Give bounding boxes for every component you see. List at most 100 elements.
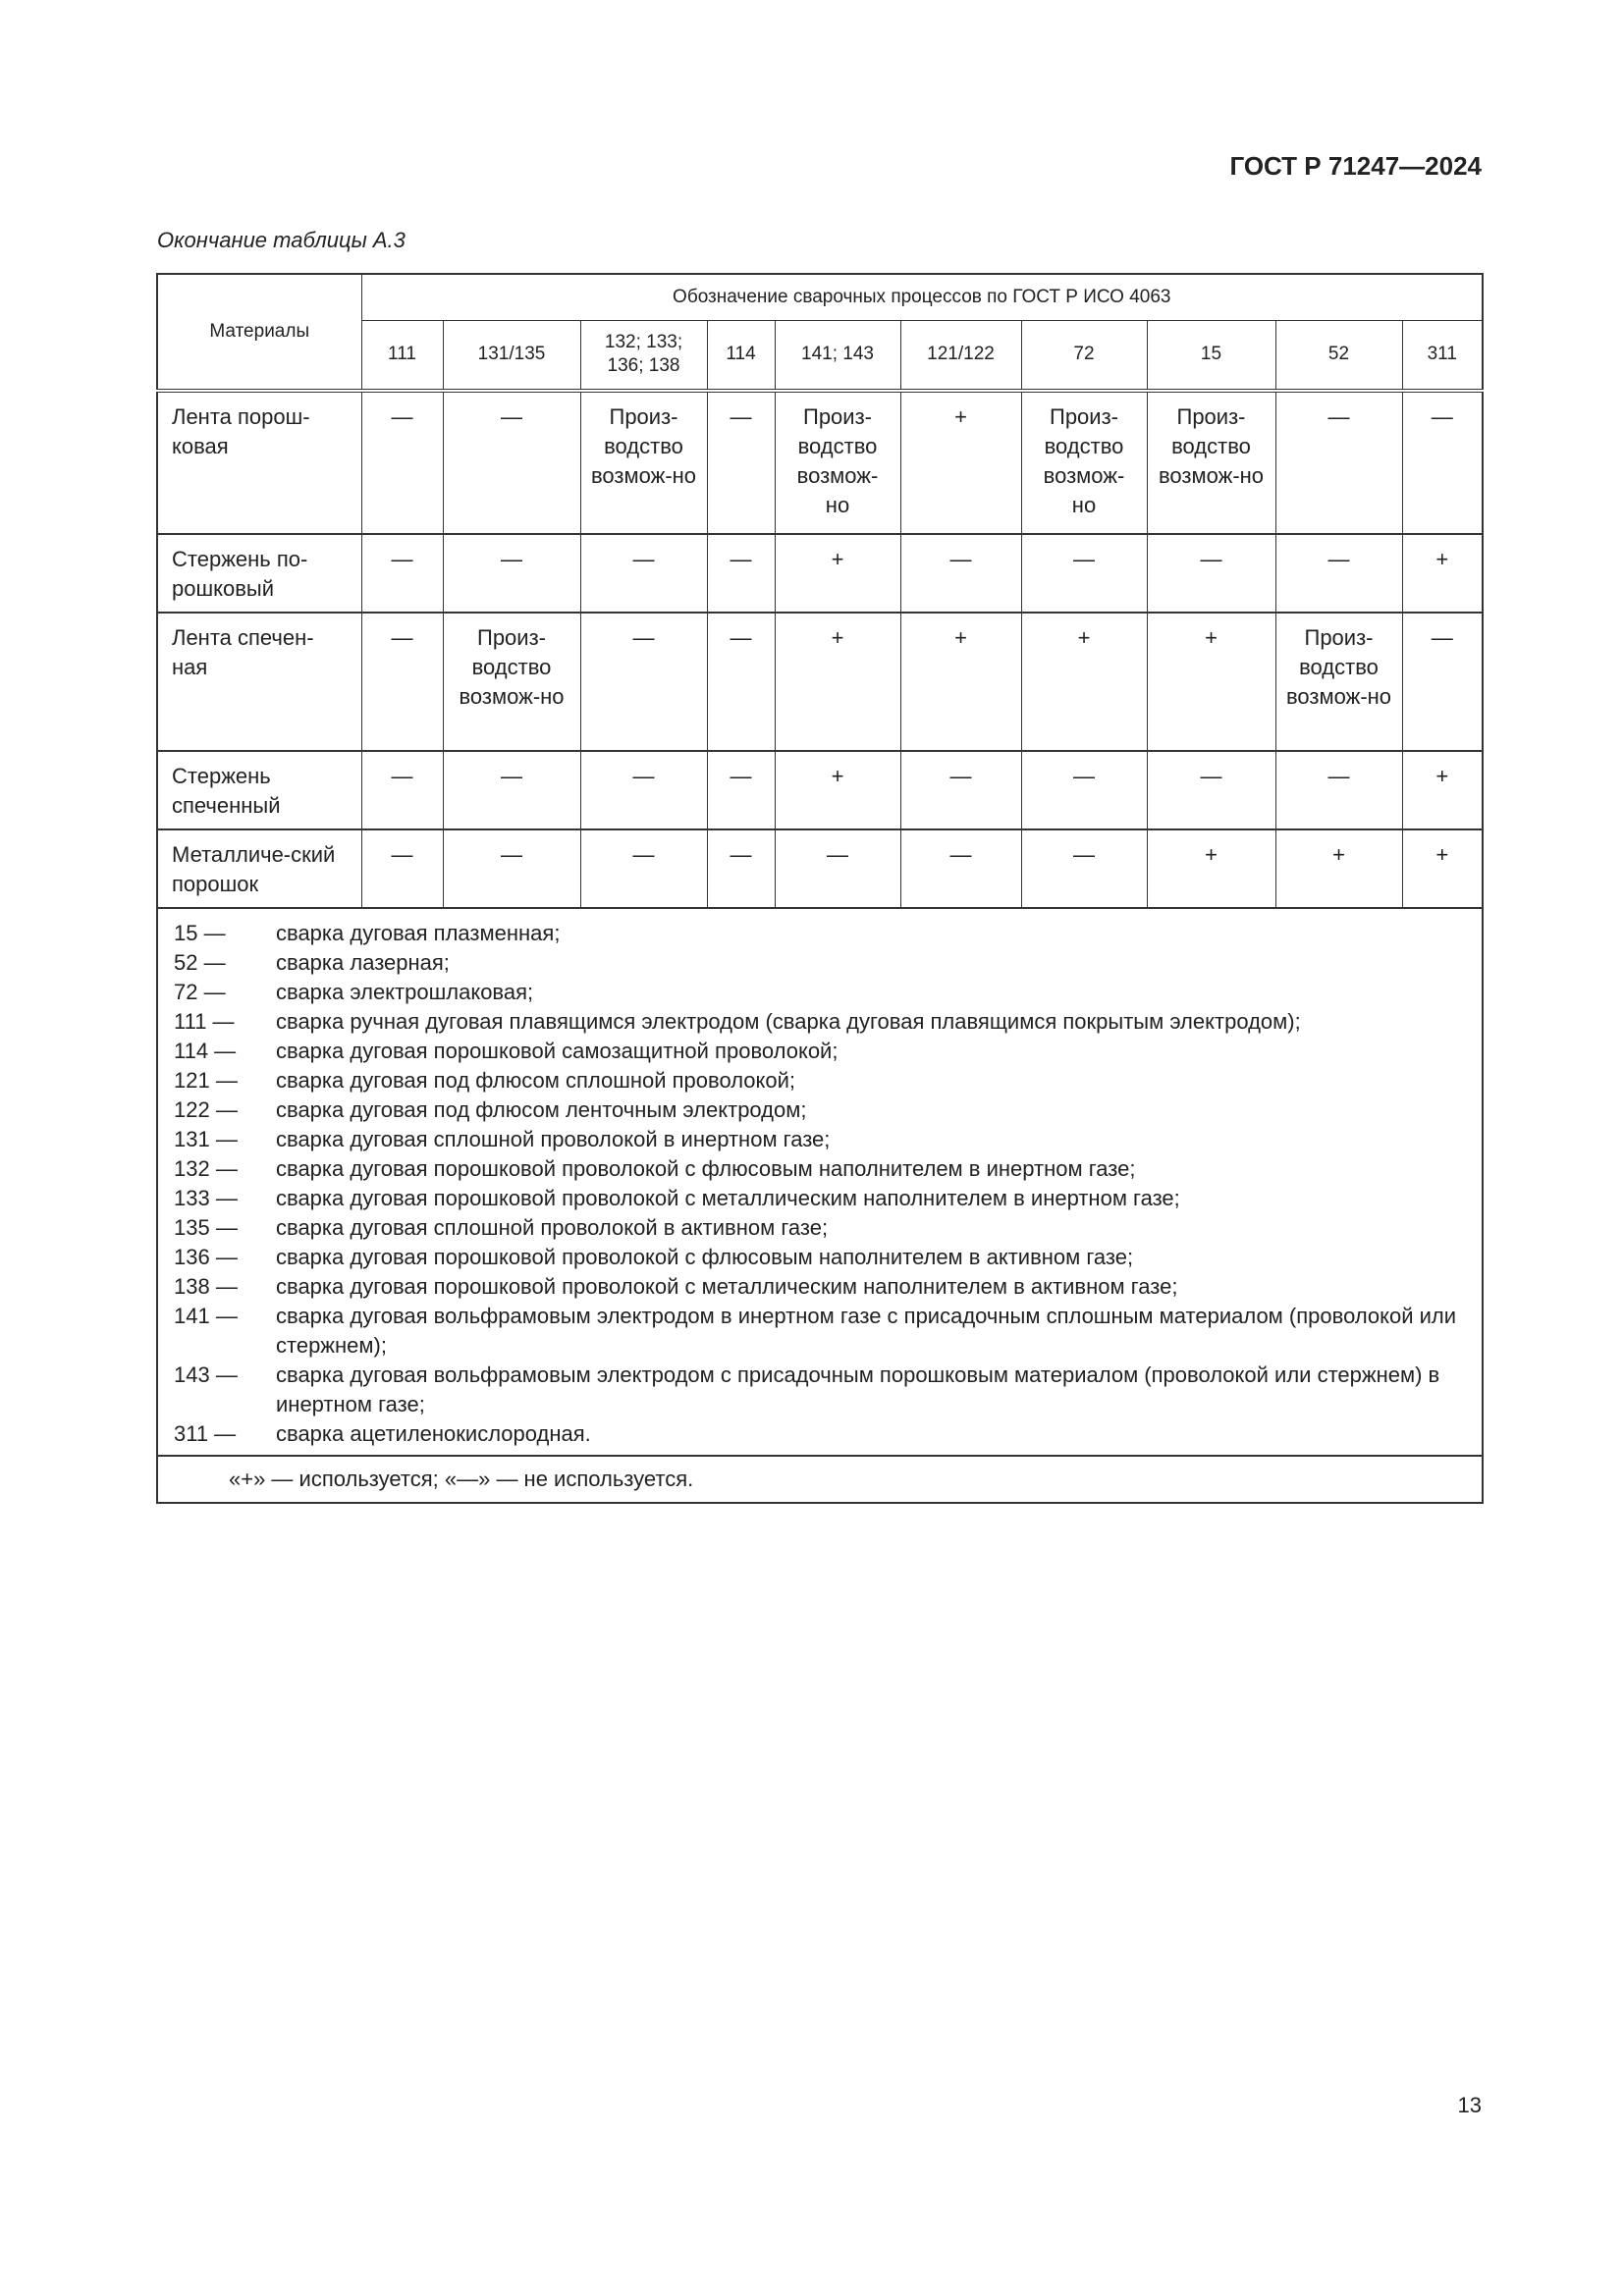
column-header: 114 [706,319,776,392]
note-item: 135 — сварка дуговая сплошной проволокой … [174,1213,1466,1243]
value-cell: — [360,612,444,752]
value-cell: — [774,828,901,909]
value-cell: — [706,612,776,752]
table-caption: Окончание таблицы А.3 [157,228,406,252]
value-cell: — [706,389,776,535]
note-item: 133 — сварка дуговая порошковой проволоко… [174,1184,1466,1213]
value-cell: — [1020,828,1148,909]
table-row: Металличе-ский порошок — — — — — — — + + + [156,828,1484,909]
material-cell: Металличе-ский порошок [156,828,362,909]
value-cell: — [579,828,708,909]
note-text: сварка дуговая вольфрамовым электродом с… [276,1362,1440,1416]
column-header: 111 [360,319,444,392]
value-cell: — [360,750,444,830]
legend-note: «+» — используется; «—» — не используетс… [156,1455,1484,1504]
note-item: 141 — сварка дуговая вольфрамовым электро… [174,1302,1466,1361]
column-header: 131/135 [442,319,581,392]
note-code: 111 — [174,1009,235,1034]
note-code: 141 — [174,1304,238,1328]
column-header: 121/122 [899,319,1022,392]
note-code: 52 — [174,950,226,975]
value-cell: Произ-водство возмож-но [1020,389,1148,535]
material-cell: Стержень по-рошковый [156,533,362,614]
value-cell: Произ-водство возмож-но [442,612,581,752]
note-text: сварка дуговая вольфрамовым электродом в… [276,1304,1457,1358]
value-cell: — [1020,533,1148,614]
value-cell: + [1401,828,1484,909]
value-cell: — [442,828,581,909]
value-cell: — [442,750,581,830]
column-header: 72 [1020,319,1148,392]
value-cell: + [1146,612,1276,752]
note-item: 311 — сварка ацетиленокислородная. [174,1419,1466,1449]
column-header: 132; 133; 136; 138 [579,319,708,392]
value-cell: + [1020,612,1148,752]
note-code: 138 — [174,1274,238,1299]
note-item: 114 — сварка дуговая порошковой самозащит… [174,1037,1466,1066]
note-text: сварка дуговая порошковой самозащитной п… [276,1039,839,1063]
note-code: 122 — [174,1097,238,1122]
note-item: 52 — сварка лазерная; [174,948,1466,978]
material-cell: Стержень спеченный [156,750,362,830]
value-cell: + [1274,828,1403,909]
note-item: 132 — сварка дуговая порошковой проволоко… [174,1154,1466,1184]
column-header: 15 [1146,319,1276,392]
page-number: 13 [1457,2093,1482,2117]
value-cell: — [899,533,1022,614]
process-notes: 15 — сварка дуговая плазменная; 52 — сварка… [156,907,1484,1457]
note-text: сварка дуговая сплошной проволокой в ине… [276,1127,831,1151]
value-cell: Произ-водство возмож-но [1274,612,1403,752]
table-row: Стержень спеченный — — — — + — — — — + [156,750,1484,830]
column-header: 52 [1274,319,1403,392]
note-text: сварка лазерная; [276,950,450,975]
note-item: 122 — сварка дуговая под флюсом ленточным… [174,1095,1466,1125]
note-code: 135 — [174,1215,238,1240]
note-item: 138 — сварка дуговая порошковой проволоко… [174,1272,1466,1302]
value-cell: — [706,828,776,909]
value-cell: — [579,612,708,752]
value-cell: + [899,389,1022,535]
note-code: 133 — [174,1186,238,1210]
value-cell: — [1401,612,1484,752]
value-cell: — [1020,750,1148,830]
value-cell: — [1146,750,1276,830]
value-cell: + [774,750,901,830]
note-text: сварка дуговая порошковой проволокой с ф… [276,1156,1136,1181]
note-code: 15 — [174,921,226,945]
note-item: 15 — сварка дуговая плазменная; [174,919,1466,948]
note-text: сварка ацетиленокислородная. [276,1421,591,1446]
value-cell: — [360,533,444,614]
value-cell: — [899,750,1022,830]
note-text: сварка дуговая сплошной проволокой в акт… [276,1215,829,1240]
column-header: 141; 143 [774,319,901,392]
value-cell: — [442,533,581,614]
value-cell: — [1274,389,1403,535]
note-code: 143 — [174,1362,238,1387]
value-cell: — [706,533,776,614]
materials-table: Материалы Обозначение сварочных процессо… [156,273,1485,1504]
value-cell: Произ-водство возмож-но [1146,389,1276,535]
document-code: ГОСТ Р 71247—2024 [1229,151,1482,181]
note-code: 121 — [174,1068,238,1093]
note-code: 114 — [174,1039,237,1063]
table-row: Лента порош-ковая — — Произ-водство возмож-… [156,389,1484,535]
note-code: 131 — [174,1127,238,1151]
note-code: 311 — [174,1421,237,1446]
table-row: Лента спечен-ная — Произ-водство возмож-но… [156,612,1484,752]
value-cell: + [1401,533,1484,614]
note-text: сварка дуговая под флюсом сплошной прово… [276,1068,796,1093]
note-text: сварка дуговая порошковой проволокой с ф… [276,1245,1134,1269]
note-text: сварка электрошлаковая; [276,980,534,1004]
note-text: сварка дуговая плазменная; [276,921,561,945]
value-cell: + [774,533,901,614]
note-text: сварка дуговая порошковой проволокой с м… [276,1186,1180,1210]
value-cell: + [774,612,901,752]
value-cell: — [706,750,776,830]
value-cell: — [360,389,444,535]
materials-header: Материалы [156,273,362,392]
column-header: 311 [1401,319,1484,392]
note-text: сварка дуговая под флюсом ленточным элек… [276,1097,807,1122]
value-cell: — [1401,389,1484,535]
note-item: 111 — сварка ручная дуговая плавящимся эл… [174,1007,1466,1037]
value-cell: — [442,389,581,535]
